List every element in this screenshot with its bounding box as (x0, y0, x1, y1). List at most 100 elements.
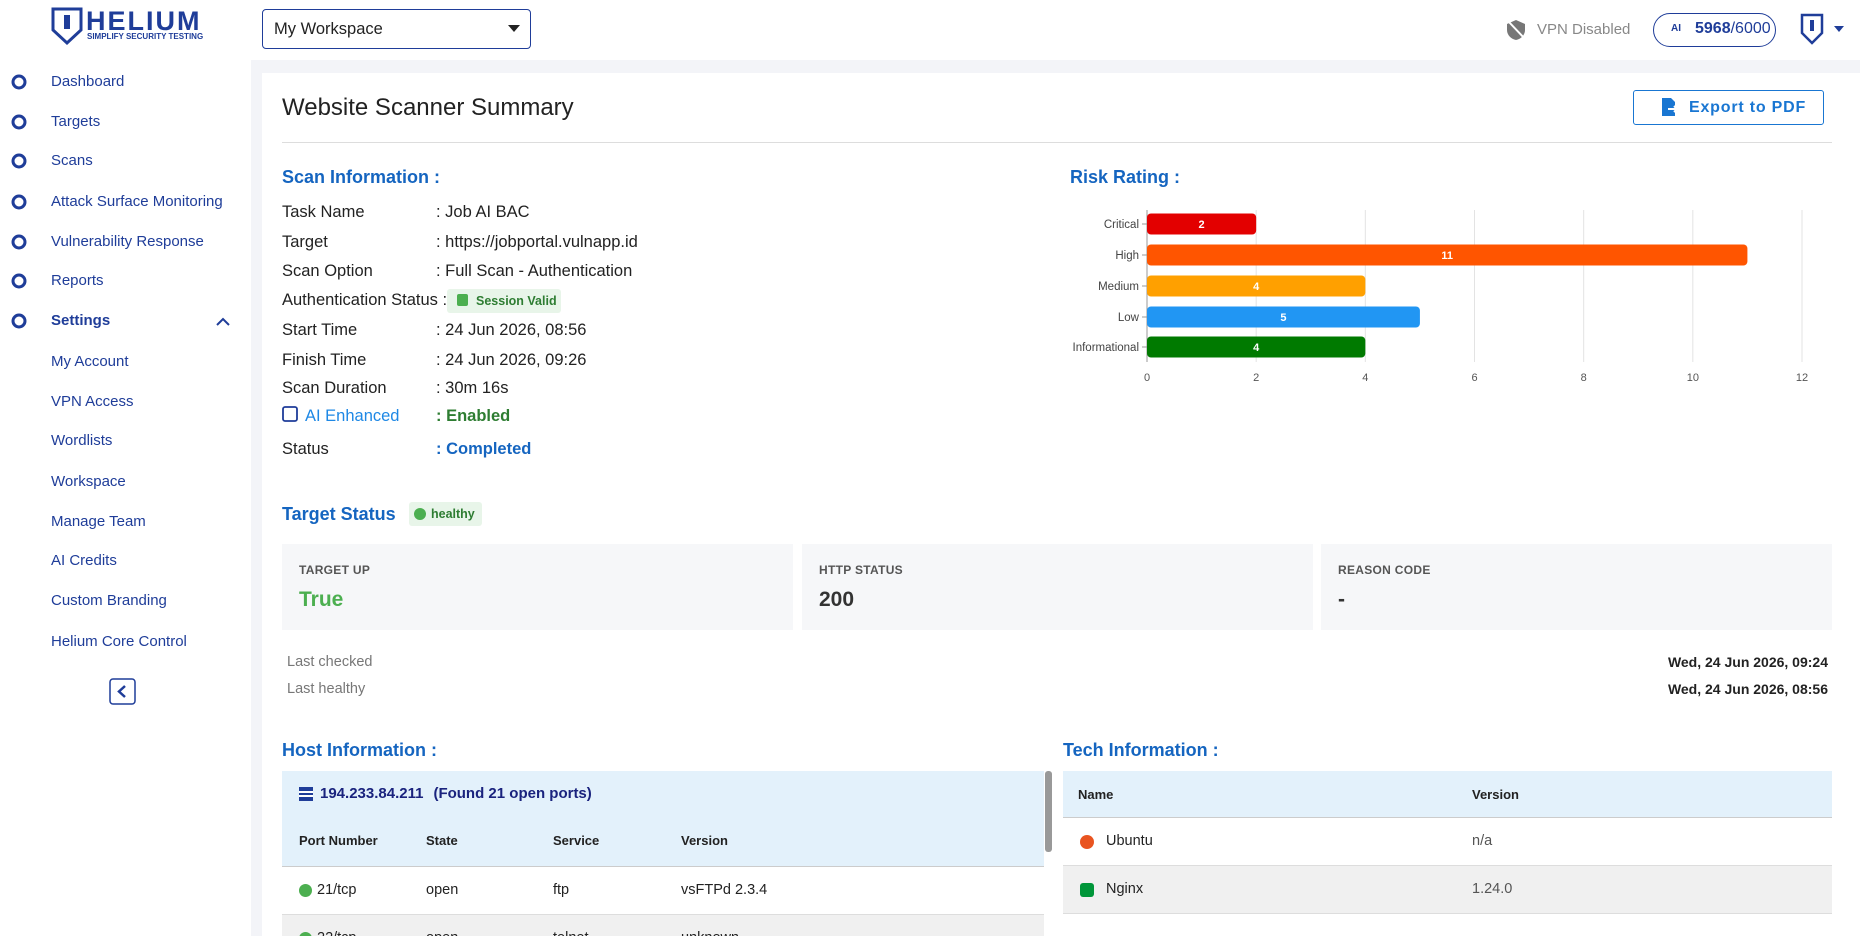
nav-icon (11, 114, 27, 130)
nav-subitem[interactable]: Helium Core Control (51, 633, 187, 650)
x-tick-label: 6 (1471, 372, 1477, 384)
timestamp-label: Last healthy (287, 681, 366, 697)
profile-arrow (1834, 26, 1844, 32)
icon-shape (11, 114, 27, 130)
nav-subitem[interactable]: My Account (51, 353, 129, 370)
profile-icon[interactable] (1800, 13, 1824, 45)
bar (1147, 213, 1257, 235)
table-row (1063, 818, 1832, 866)
section-title: Host Information : (282, 740, 437, 760)
info-label: Authentication Status : (282, 291, 448, 309)
section-title: Scan Information : (282, 167, 441, 187)
nav-item[interactable]: Reports (51, 272, 104, 289)
nav-subitem[interactable]: Workspace (51, 473, 126, 490)
y-tick-label: Critical (1104, 219, 1139, 231)
icon-shape (11, 313, 27, 329)
info-value: : Job AI BAC (436, 203, 530, 221)
nav-icon (11, 153, 27, 169)
tech-table: Name Version Ubuntu n/a Nginx 1.24.0 (1063, 771, 1832, 916)
status-card-label: TARGET UP (299, 563, 371, 577)
info-label: Scan Duration (282, 379, 387, 397)
table-cell: Nginx (1106, 881, 1144, 897)
collapse-button[interactable] (109, 678, 136, 705)
bar (1147, 336, 1366, 358)
nav-icon (11, 273, 27, 289)
caret (216, 317, 230, 326)
workspace-select[interactable] (262, 9, 531, 49)
credits-used: 5968 (1695, 20, 1731, 37)
timestamp-label: Last checked (287, 654, 373, 670)
nav-icon (11, 194, 27, 210)
nav-subitem[interactable]: AI Credits (51, 552, 117, 569)
x-tick-label: 2 (1253, 372, 1259, 384)
nav-subitem[interactable]: Wordlists (51, 432, 113, 449)
page-title: Website Scanner Summary (282, 94, 574, 121)
column-header: Version (1472, 787, 1519, 802)
status-card-value: - (1338, 588, 1345, 611)
nav-subitem[interactable]: VPN Access (51, 393, 134, 410)
y-tick-label: Medium (1098, 281, 1139, 293)
healthy-dot (414, 508, 426, 520)
bar-value-label: 11 (1441, 250, 1453, 262)
port-dot (299, 884, 312, 897)
bar (1147, 244, 1748, 266)
info-value: : 24 Jun 2026, 08:56 (436, 321, 587, 339)
section-title: Risk Rating : (1070, 167, 1181, 187)
table-cell: 21/tcp (317, 882, 357, 898)
info-value: : Full Scan - Authentication (436, 262, 633, 280)
host-header (282, 771, 1044, 867)
icon-shape (11, 194, 27, 210)
host-title: 194.233.84.211 (Found 21 open ports) (320, 785, 592, 802)
export-icon (1662, 98, 1678, 116)
table-cell: vsFTPd 2.3.4 (681, 882, 768, 898)
y-tick-label: Low (1118, 312, 1140, 324)
credits-total: /6000 (1730, 20, 1771, 37)
nav-item[interactable]: Scans (51, 152, 93, 169)
credits-icon: AI (1671, 23, 1681, 34)
nav-item[interactable]: Attack Surface Monitoring (51, 193, 223, 210)
tech-icon (1080, 835, 1094, 849)
session-badge-text: Session Valid (476, 294, 557, 308)
table-cell: 22/tcp (317, 930, 357, 936)
info-value: : https://jobportal.vulnapp.id (436, 233, 638, 251)
export-label: Export to PDF (1689, 99, 1807, 116)
x-tick-label: 12 (1796, 372, 1808, 384)
column-header: Port Number (299, 833, 378, 848)
timestamp-value: Wed, 24 Jun 2026, 08:56 (1667, 681, 1828, 697)
icon-shape (11, 153, 27, 169)
logo-title: HELIUM (86, 6, 202, 36)
nav-item[interactable]: Targets (51, 113, 101, 130)
nav-subitem[interactable]: Custom Branding (51, 592, 167, 609)
vpn-status: VPN Disabled (1537, 21, 1631, 38)
credits-pill[interactable] (1653, 13, 1776, 47)
server-icon (299, 787, 313, 801)
icon-shape (11, 74, 27, 90)
info-value: : 30m 16s (436, 379, 509, 397)
export-button[interactable] (1633, 90, 1824, 125)
status-card (802, 544, 1313, 630)
host-found: (Found 21 open ports) (433, 785, 592, 802)
bar-value-label: 2 (1199, 219, 1205, 231)
table-row (282, 867, 1044, 915)
status-card (282, 544, 793, 630)
table-row (1063, 866, 1832, 914)
info-value: : Completed (436, 440, 532, 458)
dropdown-arrow (508, 25, 520, 32)
risk-chart: 0 2 4 6 8 10 12 Critical 2 High 11 Medium 4 Low 5 Infor… (1073, 210, 1808, 384)
y-tick-label: Informational (1073, 342, 1139, 354)
settings-caret (216, 317, 230, 326)
tech-header (1063, 771, 1832, 818)
nav-item[interactable]: Vulnerability Response (51, 233, 204, 250)
nav-item[interactable]: Settings (51, 312, 111, 329)
info-label: Task Name (282, 203, 365, 221)
status-card-value: True (299, 588, 344, 611)
nav-subitem[interactable]: Manage Team (51, 513, 146, 530)
column-header: State (426, 833, 458, 848)
status-card-label: HTTP STATUS (819, 563, 903, 577)
nav-item[interactable]: Dashboard (51, 73, 125, 90)
y-tick-label: High (1115, 250, 1139, 262)
nav-icon (11, 74, 27, 90)
host-table: 194.233.84.211 (Found 21 open ports) Port … (282, 771, 1044, 936)
table-cell: open (426, 930, 458, 936)
host-ip: 194.233.84.211 (320, 785, 424, 802)
